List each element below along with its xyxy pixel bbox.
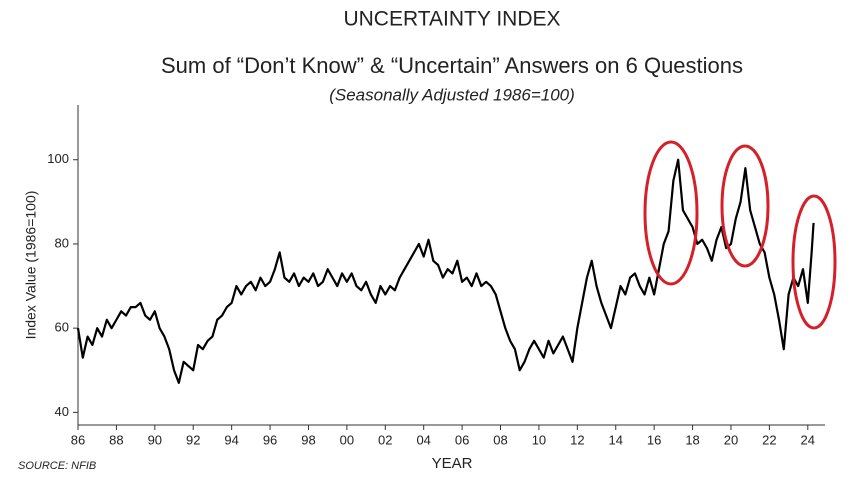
highlight [643, 140, 699, 286]
y-tick-label: 60 [55, 320, 69, 335]
x-tick-label: 94 [224, 432, 238, 447]
chart-note: (Seasonally Adjusted 1986=100) [329, 85, 575, 104]
x-tick-label: 24 [801, 432, 815, 447]
x-tick-label: 88 [109, 432, 123, 447]
highlight [791, 194, 837, 330]
plot: 40 60 80 100 86 88 90 92 94 96 98 00 02 04 06 08 10 12 14 1… [47, 151, 815, 447]
x-tick-label: 04 [416, 432, 430, 447]
x-tick-label: 96 [263, 432, 277, 447]
x-tick-label: 18 [685, 432, 699, 447]
x-tick-label: 20 [724, 432, 738, 447]
x-tick-label: 14 [609, 432, 623, 447]
x-tick-label: 12 [570, 432, 584, 447]
x-tick-label: 02 [378, 432, 392, 447]
x-tick-label: 06 [455, 432, 469, 447]
chart-title: UNCERTAINTY INDEX [343, 8, 560, 31]
y-tick-label: 40 [55, 404, 69, 419]
x-tick-label: 16 [647, 432, 661, 447]
highlight [720, 144, 770, 268]
x-tick-label: 98 [301, 432, 315, 447]
x-tick-label: 10 [532, 432, 546, 447]
x-tick-label: 86 [71, 432, 85, 447]
x-tick-label: 92 [186, 432, 200, 447]
x-tick-label: 90 [148, 432, 162, 447]
y-tick-label: 80 [55, 235, 69, 250]
x-tick-label: 22 [762, 432, 776, 447]
x-axis-label: YEAR [432, 455, 473, 472]
source: SOURCE: NFIB [18, 460, 96, 472]
data-line [76, 158, 815, 384]
y-axis-label: Index Value (1986=100) [23, 191, 39, 340]
x-tick-label: 00 [340, 432, 354, 447]
x-tick-label: 08 [493, 432, 507, 447]
y-tick-label: 100 [47, 151, 69, 166]
chart-subtitle: Sum of “Don’t Know” & “Uncertain” Answer… [161, 53, 743, 78]
